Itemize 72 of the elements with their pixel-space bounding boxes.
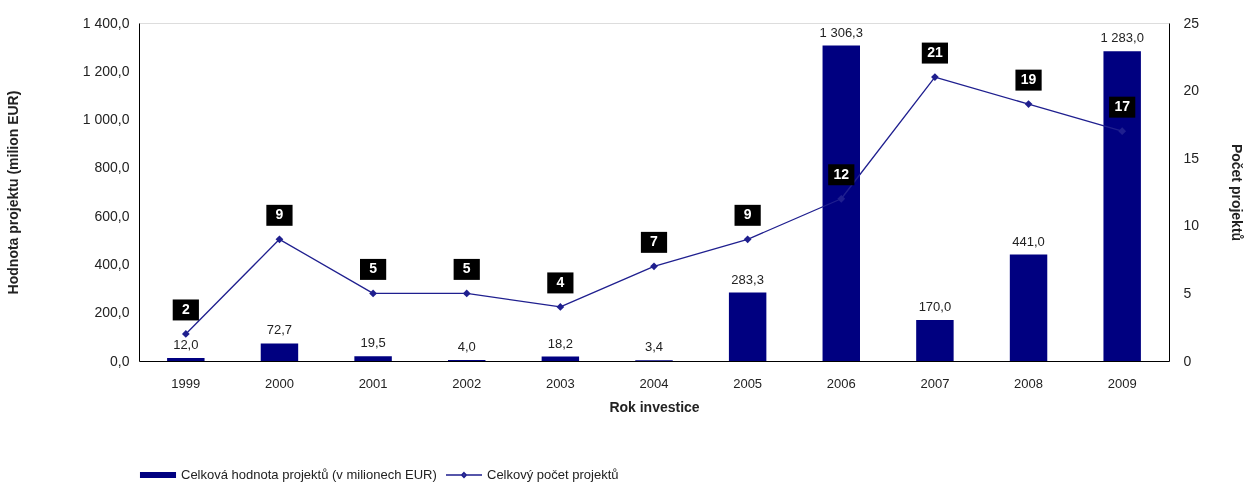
point xyxy=(275,235,284,244)
x-tick-label: 2001 xyxy=(358,375,388,391)
data-label: 19,5 xyxy=(360,335,386,351)
y-tick-label: 1 400,0 xyxy=(82,14,130,31)
y-tick-label: 1 000,0 xyxy=(82,111,130,128)
bar xyxy=(1103,51,1141,361)
x-tick-label: 2000 xyxy=(264,375,294,391)
x-tick-label: 2009 xyxy=(1107,375,1137,391)
y-tick-label: 200,0 xyxy=(94,304,130,321)
data-label: 2 xyxy=(181,300,190,317)
point xyxy=(181,330,190,338)
x-tick-label: 2002 xyxy=(452,375,482,391)
point xyxy=(931,73,939,81)
y-tick-label: 800,0 xyxy=(94,159,130,176)
x-tick-label: 2003 xyxy=(545,375,575,391)
bar xyxy=(167,358,205,361)
point xyxy=(556,303,565,311)
data-label: 7 xyxy=(650,233,659,250)
y2-tick-label: 20 xyxy=(1183,82,1200,99)
legend-label: Celkový počet projektů xyxy=(487,467,619,482)
x-axis-title: Rok investice xyxy=(609,398,700,415)
y2-tick-label: 10 xyxy=(1183,217,1200,234)
data-label: 4 xyxy=(556,273,565,290)
y2-tick-label: 15 xyxy=(1183,149,1200,166)
y-tick-label: 1 200,0 xyxy=(82,62,130,79)
point xyxy=(1118,127,1127,136)
data-label: 1 283,0 xyxy=(1100,30,1144,46)
bar xyxy=(916,319,954,361)
point xyxy=(743,235,752,244)
y2-tick-label: 5 xyxy=(1183,284,1192,301)
data-label: 12,0 xyxy=(173,337,199,353)
data-label: 441,0 xyxy=(1012,233,1045,249)
y2-tick-label: 0 xyxy=(1183,352,1192,369)
x-tick-label: 2006 xyxy=(826,375,856,391)
y2-axis-title: Počet projektů xyxy=(1229,143,1246,242)
data-label: 12 xyxy=(833,165,850,182)
point xyxy=(369,289,377,298)
bar xyxy=(822,45,860,361)
y-tick-label: 0,0 xyxy=(110,352,130,369)
point xyxy=(837,194,846,203)
data-label: 5 xyxy=(462,260,471,277)
y-tick-label: 600,0 xyxy=(94,207,130,224)
y-tick-label: 400,0 xyxy=(94,255,130,272)
legend-label: Celková hodnota projektů (v milionech EUR) xyxy=(181,467,437,482)
data-label: 17 xyxy=(1114,98,1131,115)
data-label: 4,0 xyxy=(457,339,476,355)
data-label: 170,0 xyxy=(918,298,952,314)
y2-tick-label: 25 xyxy=(1183,14,1200,31)
data-label: 5 xyxy=(369,260,378,277)
x-tick-label: 2007 xyxy=(920,375,950,391)
y-axis-title: Hodnota projektu (milion EUR) xyxy=(4,90,21,295)
bar xyxy=(541,356,580,361)
x-tick-label: 2008 xyxy=(1014,375,1044,391)
bar xyxy=(260,343,299,361)
x-tick-label: 1999 xyxy=(171,375,201,391)
data-label: 283,3 xyxy=(731,271,764,287)
x-tick-label: 2004 xyxy=(639,375,669,391)
x-tick-label: 2005 xyxy=(733,375,763,391)
bar xyxy=(728,292,767,361)
data-label: 19 xyxy=(1020,71,1037,88)
point xyxy=(1024,100,1033,108)
data-label: 21 xyxy=(927,44,943,61)
point xyxy=(650,262,658,271)
data-label: 3,4 xyxy=(644,339,664,355)
bar xyxy=(1009,254,1048,361)
bar xyxy=(354,356,392,361)
data-label: 9 xyxy=(275,206,284,223)
data-label: 72,7 xyxy=(266,322,293,338)
data-label: 1 306,3 xyxy=(819,24,863,40)
data-label: 18,2 xyxy=(547,335,574,351)
point xyxy=(462,289,471,298)
data-label: 9 xyxy=(743,206,752,223)
